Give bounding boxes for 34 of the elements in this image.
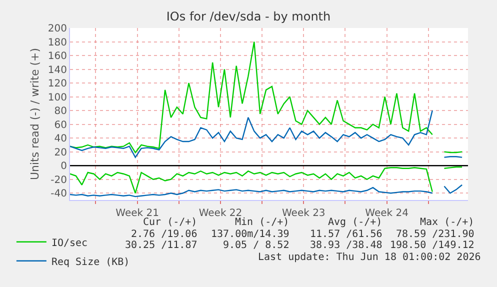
text: 11.57 /61.56: [310, 229, 382, 240]
y-tick-label: 100: [48, 92, 67, 104]
text: Min (-/+): [235, 217, 290, 228]
text: Max (-/+): [420, 217, 474, 228]
x-tick-label: Week 21: [116, 208, 159, 219]
legend-label: Req Size (KB): [51, 256, 130, 268]
text: 38.93 /38.48: [310, 240, 382, 251]
x-tick-label: Week 24: [365, 208, 408, 219]
y-tick-label: -40: [50, 188, 67, 200]
text: Avg (-/+): [328, 217, 382, 228]
legend-label: IO/sec: [51, 238, 88, 249]
text: 30.25 /11.87: [125, 240, 198, 251]
text: 9.05 / 8.52: [223, 240, 290, 251]
y-tick-label: 20: [54, 147, 67, 158]
text: 137.00m/14.39: [211, 229, 290, 240]
y-tick-label: 80: [54, 106, 67, 118]
text: 78.59 /231.90: [396, 229, 474, 240]
y-tick-label: 140: [48, 64, 67, 76]
y-tick-label: 0: [60, 161, 67, 172]
y-tick-label: 160: [48, 51, 67, 62]
y-tick-label: 120: [48, 78, 67, 90]
y-tick-label: 40: [54, 134, 67, 145]
text: 2.76 /19.06: [131, 229, 198, 240]
y-tick-label: 200: [48, 24, 67, 34]
y-tick-label: -20: [50, 174, 67, 186]
y-tick-label: 180: [48, 37, 67, 48]
chart-title: IOs for /dev/sda - by month: [166, 9, 331, 24]
y-axis-title: Units read (-) / write (+): [28, 48, 42, 180]
text: Cur (-/+): [143, 217, 198, 228]
text: Last update: Thu Jun 18 01:00:02 2026: [258, 252, 481, 263]
y-tick-label: 60: [54, 120, 67, 131]
text: 198.50 /149.12: [390, 240, 474, 251]
x-tick-label: Week 22: [198, 208, 242, 219]
x-tick-label: Week 23: [282, 208, 326, 219]
